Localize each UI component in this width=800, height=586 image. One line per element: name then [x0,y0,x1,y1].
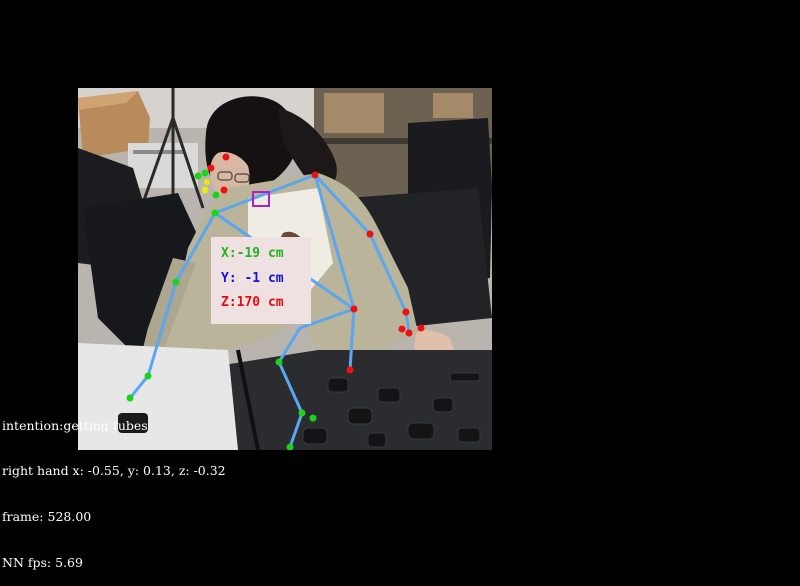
nn-fps: NN fps: 5.69 [2,555,83,571]
status-readout: intention:getting tubes right hand x: -0… [2,387,226,586]
right-hand-position: right hand x: -0.55, y: 0.13, z: -0.32 [2,463,226,479]
z-coordinate: Z:170 cm [221,295,284,310]
right-joints [207,153,425,374]
skeleton-lines [128,173,411,449]
left-joints [126,169,317,450]
spatial-coordinates-box: X:-19 cm Y: -1 cm Z:170 cm [211,237,311,324]
skeleton-overlay [126,153,425,450]
y-coordinate: Y: -1 cm [221,271,284,286]
x-coordinate: X:-19 cm [221,246,284,261]
intention-label: intention:getting tubes [2,417,148,433]
face-points [201,179,210,194]
neck-roi-box [252,191,270,207]
frame-counter: frame: 528.00 [2,509,92,525]
